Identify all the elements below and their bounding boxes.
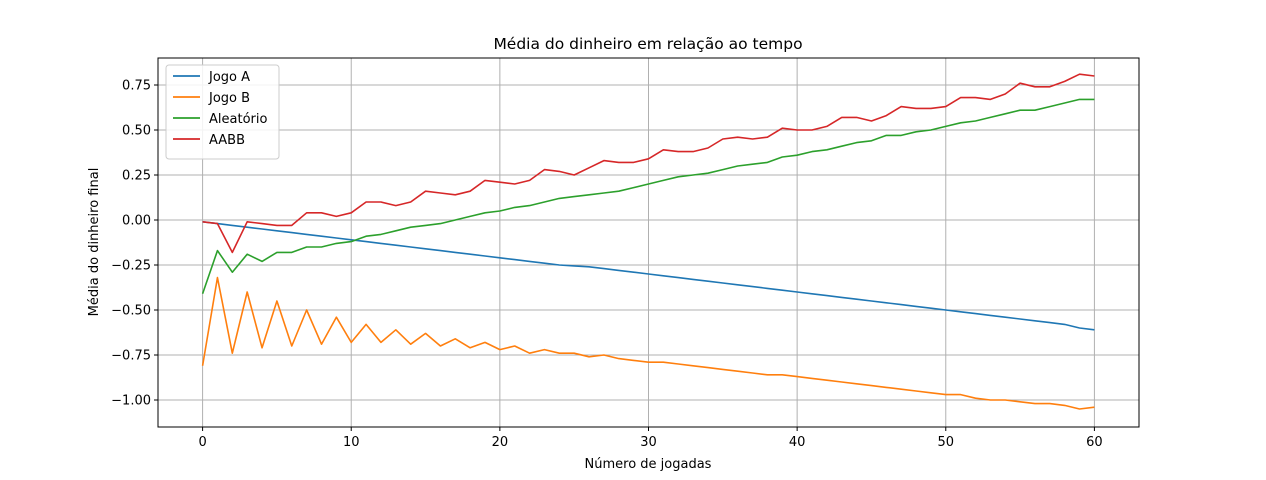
legend-box [165, 64, 280, 160]
legend-label: Jogo A [208, 70, 250, 85]
y-tick-label: 0.00 [122, 214, 151, 229]
y-tick-label: −1.00 [111, 394, 151, 409]
x-tick-label: 20 [492, 435, 509, 450]
y-tick-label: −0.50 [111, 304, 151, 319]
legend-label: AABB [209, 133, 245, 148]
y-tick-label: 0.25 [122, 169, 151, 184]
grid [158, 58, 1139, 427]
x-tick-label: 30 [640, 435, 657, 450]
series-lines [201, 73, 1095, 410]
y-tick-label: 0.50 [122, 124, 151, 139]
x-tick-label: 40 [789, 435, 806, 450]
x-tick-label: 60 [1086, 435, 1103, 450]
series-line-aabb [202, 73, 1095, 254]
series-line-aleatorio [201, 98, 1095, 295]
x-axis-ticks: 0 10 20 30 40 50 60 [198, 427, 1103, 450]
legend-label: Aleatório [209, 112, 267, 127]
y-tick-label: −0.75 [111, 349, 151, 364]
y-tick-label: −0.25 [111, 259, 151, 274]
y-tick-label: 0.75 [122, 79, 151, 94]
y-axis-ticks: −1.00 −0.75 −0.50 −0.25 0.00 0.25 0.50 0.75 [111, 79, 158, 409]
x-tick-label: 50 [937, 435, 954, 450]
series-line-jogo-a [202, 221, 1095, 331]
x-tick-label: 10 [343, 435, 360, 450]
x-tick-label: 0 [198, 435, 206, 450]
x-axis-label: Número de jogadas [585, 457, 712, 472]
legend: Jogo A Jogo B Aleatório AABB [165, 64, 280, 160]
chart-title: Média do dinheiro em relação ao tempo [493, 35, 802, 53]
y-axis-label: Média do dinheiro final [87, 168, 102, 317]
legend-label: Jogo B [208, 91, 250, 106]
series-line-jogo-b [201, 276, 1095, 410]
